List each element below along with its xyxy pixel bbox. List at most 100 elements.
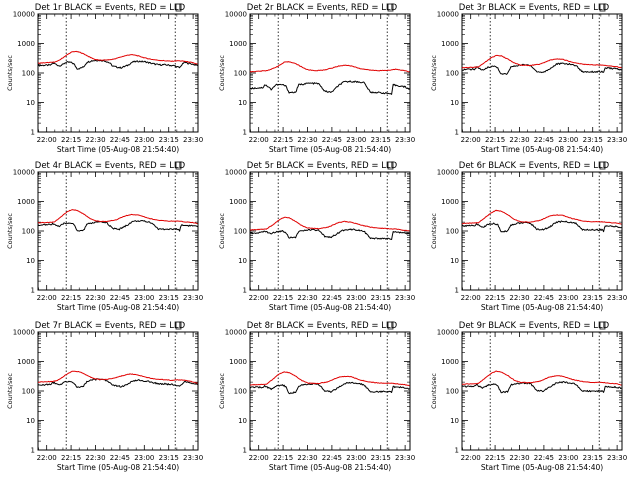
x-axis-label: Start Time (05-Aug-08 21:54:40) [481, 145, 603, 154]
x-tick-label: 23:30 [183, 294, 203, 302]
x-tick-label: 23:15 [159, 454, 179, 462]
x-tick-label: 23:15 [371, 136, 391, 144]
events-series-line [37, 220, 198, 232]
x-tick-label: 22:15 [485, 294, 505, 302]
x-tick-label: 22:00 [461, 454, 481, 462]
x-tick-label: 22:15 [61, 294, 81, 302]
x-tick-label: 22:15 [61, 454, 81, 462]
lld-series-line [37, 370, 198, 384]
x-tick-label: 22:30 [85, 454, 105, 462]
x-tick-label: 23:30 [395, 454, 415, 462]
y-tick-label: 10 [450, 257, 459, 265]
x-tick-label: 22:45 [534, 454, 554, 462]
y-axis-label: Counts/sec [6, 213, 14, 249]
y-tick-label: 1 [455, 129, 459, 137]
x-tick-label: 23:15 [583, 136, 603, 144]
y-tick-label: 100 [446, 70, 459, 78]
y-tick-label: 10000 [13, 169, 35, 177]
x-tick-label: 22:00 [37, 454, 57, 462]
y-tick-label: 1 [243, 129, 247, 137]
plot-frame [461, 171, 623, 291]
events-series-line [37, 378, 198, 388]
x-tick-label: 22:45 [110, 454, 130, 462]
plot-title: Det 1r BLACK = Events, RED = LLD [35, 3, 186, 13]
title-box-marker [599, 321, 606, 330]
y-tick-label: 10 [26, 257, 35, 265]
x-tick-label: 23:00 [134, 294, 154, 302]
y-tick-label: 1 [31, 129, 35, 137]
x-tick-label: 22:30 [509, 136, 529, 144]
y-tick-label: 10 [450, 417, 459, 425]
x-tick-label: 22:00 [37, 294, 57, 302]
x-axis-label: Start Time (05-Aug-08 21:54:40) [57, 145, 179, 154]
y-tick-label: 100 [234, 70, 247, 78]
events-series-line [461, 381, 622, 394]
plot-title: Det 9r BLACK = Events, RED = LLD [459, 321, 610, 331]
x-tick-label: 23:00 [346, 294, 366, 302]
title-box-marker [387, 161, 394, 170]
x-tick-label: 22:30 [509, 454, 529, 462]
y-axis-label: Counts/sec [218, 55, 226, 91]
title-box-marker [599, 161, 606, 170]
y-tick-label: 10000 [13, 11, 35, 19]
events-series-line [249, 228, 410, 240]
lld-series-line [250, 216, 410, 232]
x-tick-label: 23:30 [607, 136, 627, 144]
x-tick-label: 22:00 [461, 136, 481, 144]
title-box-marker [599, 3, 606, 12]
x-tick-label: 22:15 [273, 294, 293, 302]
x-axis-label: Start Time (05-Aug-08 21:54:40) [57, 463, 179, 472]
y-tick-label: 1000 [441, 358, 459, 366]
x-tick-label: 23:15 [583, 454, 603, 462]
plot-frame [37, 171, 199, 291]
lld-series-line [38, 50, 198, 65]
y-tick-label: 10000 [13, 329, 35, 337]
plot-title: Det 2r BLACK = Events, RED = LLD [247, 3, 398, 13]
x-tick-label: 22:30 [297, 454, 317, 462]
x-tick-label: 23:30 [183, 136, 203, 144]
x-tick-label: 23:15 [371, 454, 391, 462]
y-tick-label: 1 [243, 287, 247, 295]
x-tick-label: 23:00 [134, 136, 154, 144]
y-tick-label: 10 [26, 417, 35, 425]
y-tick-label: 10000 [437, 329, 459, 337]
y-axis-label: Counts/sec [430, 213, 438, 249]
y-tick-label: 1000 [229, 198, 247, 206]
x-tick-label: 22:15 [61, 136, 81, 144]
x-tick-label: 23:00 [558, 294, 578, 302]
x-tick-label: 22:30 [509, 294, 529, 302]
y-tick-label: 100 [22, 228, 35, 236]
x-tick-label: 22:15 [485, 136, 505, 144]
x-tick-label: 22:45 [110, 136, 130, 144]
x-tick-label: 22:30 [297, 136, 317, 144]
x-tick-label: 23:30 [395, 294, 415, 302]
x-tick-label: 22:45 [534, 294, 554, 302]
x-tick-label: 23:15 [159, 136, 179, 144]
y-tick-label: 10 [26, 99, 35, 107]
y-tick-label: 100 [446, 228, 459, 236]
x-axis-label: Start Time (05-Aug-08 21:54:40) [57, 303, 179, 312]
x-tick-label: 23:30 [607, 294, 627, 302]
plot-title: Det 3r BLACK = Events, RED = LLD [459, 3, 610, 13]
y-axis-label: Counts/sec [430, 373, 438, 409]
x-tick-label: 22:45 [110, 294, 130, 302]
x-tick-label: 23:00 [346, 136, 366, 144]
events-series-line [37, 59, 198, 70]
x-tick-label: 22:45 [534, 136, 554, 144]
y-tick-label: 10000 [437, 11, 459, 19]
title-box-marker [175, 321, 182, 330]
x-tick-label: 22:15 [485, 454, 505, 462]
y-tick-label: 100 [234, 228, 247, 236]
events-series-line [461, 62, 622, 75]
x-tick-label: 23:15 [583, 294, 603, 302]
y-tick-label: 10 [238, 99, 247, 107]
x-tick-label: 23:00 [558, 136, 578, 144]
x-axis-label: Start Time (05-Aug-08 21:54:40) [269, 145, 391, 154]
x-axis-label: Start Time (05-Aug-08 21:54:40) [269, 463, 391, 472]
plot-frame [37, 331, 199, 451]
y-tick-label: 100 [22, 388, 35, 396]
y-tick-label: 1 [31, 287, 35, 295]
lld-series-line [37, 209, 198, 224]
lld-series-line [462, 209, 622, 225]
